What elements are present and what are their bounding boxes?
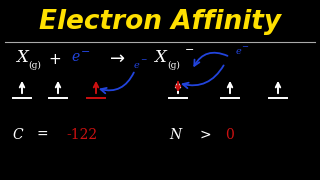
Text: C: C [13, 128, 23, 142]
Text: Electron Affinity: Electron Affinity [39, 9, 281, 35]
Text: X: X [16, 50, 28, 66]
Text: e: e [133, 60, 139, 69]
Text: (g): (g) [168, 60, 180, 69]
Text: X: X [154, 50, 166, 66]
Text: N: N [169, 128, 181, 142]
Text: (g): (g) [28, 60, 41, 69]
Text: →: → [110, 50, 125, 68]
Text: -122: -122 [67, 128, 98, 142]
Text: e: e [235, 48, 241, 57]
Text: +: + [49, 51, 61, 66]
Text: =: = [36, 128, 48, 142]
Text: −: − [242, 42, 249, 51]
Text: >: > [199, 128, 211, 142]
Text: −: − [140, 55, 146, 64]
Text: −: − [81, 47, 91, 57]
Text: e: e [72, 50, 80, 64]
Text: 0: 0 [226, 128, 234, 142]
Text: −: − [185, 45, 195, 55]
